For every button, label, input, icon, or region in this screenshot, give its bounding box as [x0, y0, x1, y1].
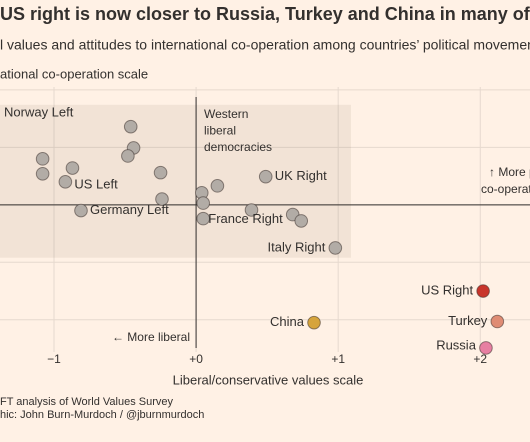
x-tick-label: +1 — [331, 352, 345, 366]
x-tick-label: −1 — [47, 352, 61, 366]
x-tick-label: +2 — [473, 352, 487, 366]
point — [490, 314, 505, 329]
point-label: Russia — [436, 337, 477, 352]
point-label: France Right — [208, 211, 283, 226]
point — [479, 341, 493, 355]
point — [196, 211, 210, 226]
point — [65, 161, 80, 175]
point — [476, 284, 490, 298]
point-label: US Right — [421, 282, 473, 297]
point — [121, 149, 135, 163]
point-label: Turkey — [448, 313, 488, 328]
annotation: ← More liberal — [112, 330, 190, 344]
x-tick-label: +0 — [189, 352, 203, 366]
point-label: China — [270, 314, 305, 329]
point — [328, 241, 343, 255]
point — [210, 179, 225, 193]
annotation: co-operat — [481, 182, 530, 196]
chart-title: US right is now closer to Russia, Turkey… — [0, 4, 530, 24]
chart-subtitle: l values and attitudes to international … — [0, 37, 530, 53]
point — [35, 166, 50, 181]
region — [0, 104, 351, 258]
point — [123, 119, 138, 134]
point — [244, 203, 259, 217]
y-axis-label: ational co-operation scale — [0, 66, 148, 81]
point — [74, 203, 88, 218]
region-label: liberal — [204, 124, 236, 138]
point — [153, 165, 168, 180]
annotation: ↑ More p — [489, 165, 530, 179]
region-label: democracies — [204, 140, 272, 154]
region-label: Western — [204, 107, 248, 121]
annotation: Norway Left — [4, 104, 74, 119]
point — [307, 315, 321, 330]
source: FT analysis of World Values Survey — [0, 396, 174, 408]
point — [294, 214, 309, 228]
point-label: UK Right — [275, 168, 327, 183]
point — [196, 196, 210, 210]
point — [58, 175, 73, 189]
point-label: US Left — [74, 176, 118, 191]
x-axis-label: Liberal/conservative values scale — [173, 372, 364, 387]
point — [258, 169, 273, 184]
point — [155, 192, 169, 206]
point — [35, 152, 50, 166]
point-label: Germany Left — [90, 202, 169, 217]
point-label: Italy Right — [268, 239, 326, 254]
credit: hic: John Burn-Murdoch / @jburnmurdoch — [0, 409, 204, 421]
